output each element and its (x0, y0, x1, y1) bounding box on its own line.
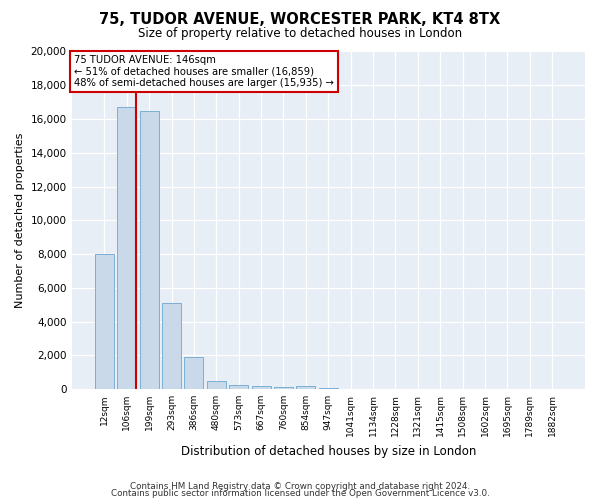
Bar (184, 357, 203, 389)
Bar (117, 107, 136, 389)
Bar (296, 386, 316, 389)
Bar (162, 303, 181, 389)
Text: Contains public sector information licensed under the Open Government Licence v3: Contains public sector information licen… (110, 490, 490, 498)
Bar (229, 384, 248, 389)
Bar (95, 254, 114, 389)
Text: 75, TUDOR AVENUE, WORCESTER PARK, KT4 8TX: 75, TUDOR AVENUE, WORCESTER PARK, KT4 8T… (100, 12, 500, 28)
Bar (207, 380, 226, 389)
Bar (140, 110, 158, 389)
X-axis label: Distribution of detached houses by size in London: Distribution of detached houses by size … (181, 444, 476, 458)
Bar (274, 388, 293, 389)
Text: 75 TUDOR AVENUE: 146sqm
← 51% of detached houses are smaller (16,859)
48% of sem: 75 TUDOR AVENUE: 146sqm ← 51% of detache… (74, 55, 334, 88)
Bar (319, 388, 338, 389)
Text: Size of property relative to detached houses in London: Size of property relative to detached ho… (138, 28, 462, 40)
Y-axis label: Number of detached properties: Number of detached properties (15, 132, 25, 308)
Text: Contains HM Land Registry data © Crown copyright and database right 2024.: Contains HM Land Registry data © Crown c… (130, 482, 470, 491)
Bar (251, 386, 271, 389)
